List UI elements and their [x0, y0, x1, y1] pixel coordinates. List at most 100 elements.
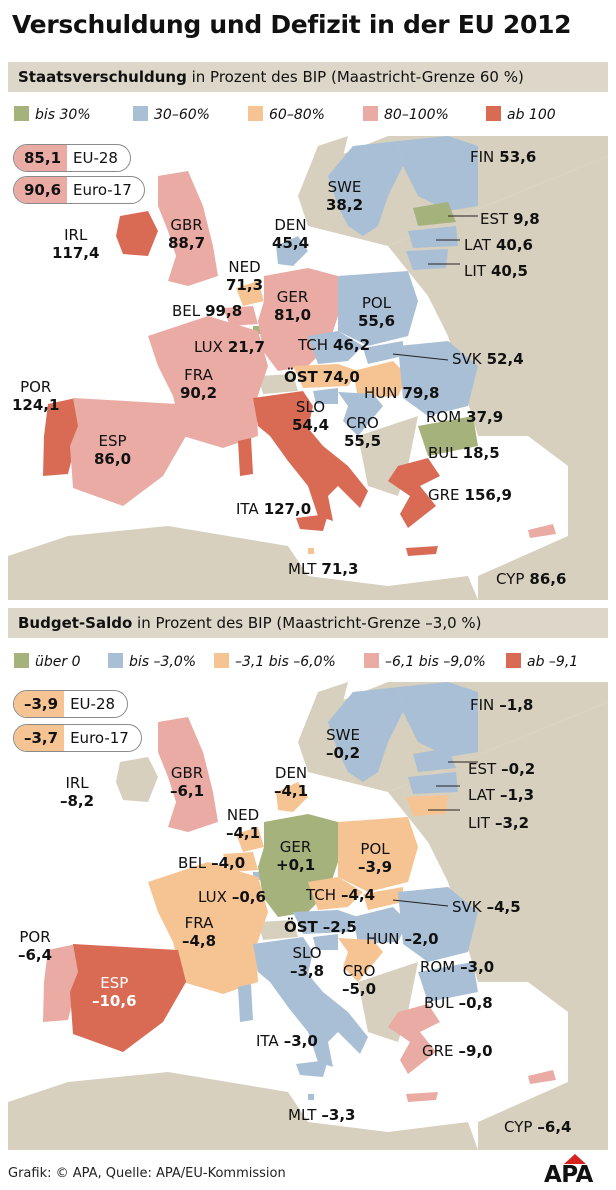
- landmass-norway: [298, 136, 348, 226]
- country-shape-POL: [338, 271, 418, 346]
- leader-lines: [392, 215, 478, 361]
- debt-legend-item: bis 30%: [14, 100, 91, 130]
- debt-euro17-value: 90,6: [14, 177, 68, 203]
- country-label-ROM: ROM 37,9: [426, 408, 504, 426]
- country-label-LUX: LUX –0,6: [198, 888, 266, 906]
- country-label-IRL: IRL –8,2: [60, 774, 95, 810]
- country-label-IRL: IRL 117,4: [52, 226, 100, 262]
- country-label-HUN: HUN –2,0: [366, 930, 439, 948]
- country-shape-GRE: [388, 458, 440, 528]
- country-shape-HUN: [353, 907, 408, 944]
- country-label-POR: POR 124,1: [12, 378, 60, 414]
- apa-logo-triangle-icon: [564, 1154, 586, 1164]
- leader-lines: [392, 761, 478, 907]
- country-shape-SLO: [313, 934, 338, 950]
- saldo-legend-item: bis –3,0%: [108, 647, 196, 677]
- country-shape-SICILY: [296, 1060, 328, 1077]
- country-label-SWE: SWE 38,2: [326, 178, 364, 214]
- country-label-DEN: DEN 45,4: [272, 216, 310, 252]
- country-shape-FIN: [398, 136, 478, 211]
- country-shape-IRL: [116, 757, 158, 802]
- country-shape-MLT: [308, 548, 314, 554]
- country-shape-FIN: [398, 682, 478, 757]
- saldo-eu28-label: EU-28: [70, 695, 116, 713]
- country-label-LAT: LAT –1,3: [468, 786, 535, 804]
- source-footer: Grafik: © APA, Quelle: APA/EU-Kommission: [8, 1166, 286, 1181]
- country-shape-BEL: [223, 852, 258, 872]
- country-shape-LAT: [408, 226, 458, 248]
- debt-legend: bis 30% 30–60% 60–80% 80–100% ab 100: [8, 100, 608, 130]
- country-shape-LAT: [408, 772, 458, 794]
- country-label-ITA: ITA –3,0: [256, 1032, 318, 1050]
- country-shape-CRETE: [406, 546, 438, 556]
- country-shape-DEN: [276, 236, 308, 266]
- legend-swatch: [364, 653, 379, 668]
- country-label-BEL: BEL –4,0: [178, 854, 246, 872]
- apa-logo-text: APA: [544, 1162, 593, 1188]
- saldo-eu28-value: –3,9: [14, 691, 65, 717]
- country-label-FRA: FRA –4,8: [182, 914, 217, 950]
- saldo-header-bold: Budget-Saldo: [18, 614, 133, 632]
- country-label-ROM: ROM –3,0: [420, 958, 495, 976]
- country-shape-SVK: [363, 341, 403, 364]
- saldo-map: –3,9 EU-28 –3,7 Euro-17 IRL –8,2 GBR –6,1 DE…: [8, 682, 608, 1150]
- country-label-EST: EST –0,2: [468, 760, 536, 778]
- debt-header-bold: Staatsverschuldung: [18, 68, 187, 86]
- country-label-POR: POR –6,4: [18, 928, 53, 964]
- landmass-switzerland: [258, 920, 298, 940]
- country-label-BEL: BEL 99,8: [172, 302, 243, 320]
- country-label-FRA: FRA 90,2: [180, 366, 218, 402]
- debt-euro17-pill: 90,6 Euro-17: [13, 176, 145, 204]
- country-label-CYP: CYP 86,6: [496, 570, 567, 588]
- country-label-OST: ÖST 74,0: [284, 368, 360, 386]
- country-shape-CYP: [528, 524, 556, 538]
- landmass-switzerland: [258, 374, 298, 394]
- country-label-CYP: CYP –6,4: [504, 1118, 572, 1136]
- saldo-euro17-value: –3,7: [14, 725, 65, 751]
- legend-swatch: [108, 653, 123, 668]
- country-label-LAT: LAT 40,6: [464, 236, 533, 254]
- country-shape-GRE: [388, 1004, 440, 1074]
- country-label-SVK: SVK 52,4: [452, 350, 524, 368]
- country-label-GBR: GBR –6,1: [170, 764, 205, 800]
- country-label-ESP: ESP 86,0: [94, 432, 132, 468]
- country-shape-OST: [293, 364, 358, 388]
- legend-swatch: [14, 653, 29, 668]
- country-shape-IRL: [116, 211, 158, 256]
- country-shape-CRO: [338, 938, 383, 982]
- country-shape-MLT: [308, 1094, 314, 1100]
- country-label-TCH: TCH 46,2: [298, 336, 371, 354]
- landmass-norway: [298, 682, 348, 772]
- country-label-TCH: TCH –4,4: [306, 886, 376, 904]
- legend-swatch: [506, 653, 521, 668]
- country-shape-NED: [236, 827, 264, 852]
- saldo-section-header: Budget-Saldo in Prozent des BIP (Maastri…: [8, 608, 608, 638]
- country-label-BUL: BUL –0,8: [424, 994, 493, 1012]
- country-label-POL: POL 55,6: [358, 294, 396, 330]
- country-label-MLT: MLT –3,3: [288, 1106, 356, 1124]
- country-shape-GBR: [158, 171, 218, 286]
- country-label-LIT: LIT –3,2: [468, 814, 530, 832]
- debt-map-svg: [8, 136, 608, 600]
- saldo-legend-item: ab –9,1: [506, 647, 578, 677]
- country-shape-BUL: [418, 962, 478, 1002]
- country-shape-TCH: [308, 877, 363, 910]
- country-shape-CRETE: [406, 1092, 438, 1102]
- legend-swatch: [214, 653, 229, 668]
- country-shape-SLO: [313, 388, 338, 404]
- country-label-FIN: FIN –1,8: [470, 696, 534, 714]
- saldo-legend-item: –6,1 bis –9,0%: [364, 647, 486, 677]
- country-label-GER: GER 81,0: [274, 288, 312, 324]
- country-shape-ROM: [398, 341, 478, 416]
- country-shape-OST: [293, 910, 358, 934]
- saldo-legend-item: über 0: [14, 647, 81, 677]
- debt-euro17-label: Euro-17: [73, 181, 132, 199]
- country-label-ESP: ESP –10,6: [92, 974, 137, 1010]
- country-label-NED: NED –4,1: [226, 806, 261, 842]
- country-shape-TCH: [308, 331, 363, 364]
- country-shape-SVK: [363, 887, 403, 910]
- saldo-header-rest: in Prozent des BIP (Maastricht-Grenze –3…: [137, 614, 482, 632]
- country-label-SWE: SWE –0,2: [326, 726, 361, 762]
- saldo-euro17-label: Euro-17: [70, 729, 129, 747]
- country-shape-LIT: [406, 795, 448, 816]
